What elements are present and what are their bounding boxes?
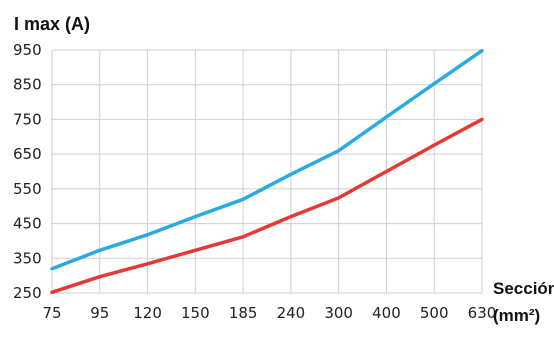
y-tick-label: 950: [13, 41, 42, 59]
y-tick-label: 250: [13, 284, 42, 302]
x-tick-label: 300: [324, 304, 353, 322]
y-tick-label: 850: [13, 76, 42, 94]
x-tick-label: 400: [372, 304, 401, 322]
x-tick-label: 630: [468, 304, 497, 322]
series-line-1: [50, 48, 484, 271]
x-tick-labels: 75 95 120 150 185 240 300 400 500 630: [42, 304, 496, 322]
y-tick-label: 650: [13, 145, 42, 163]
grid: [51, 49, 483, 294]
x-tick-label: 95: [90, 304, 109, 322]
x-tick-label: 75: [42, 304, 61, 322]
y-tick-label: 750: [13, 110, 42, 128]
x-tick-label: 185: [229, 304, 258, 322]
y-tick-label: 450: [13, 215, 42, 233]
y-tick-labels: 950 850 750 650 550 450 350 250: [13, 41, 42, 302]
x-axis-title-line2: (mm²): [493, 306, 540, 325]
x-tick-label: 120: [133, 304, 162, 322]
x-tick-label: 150: [181, 304, 210, 322]
x-tick-label: 240: [277, 304, 306, 322]
y-axis-title: I max (A): [14, 14, 90, 34]
y-tick-label: 350: [13, 249, 42, 267]
series-lines: [50, 48, 484, 295]
x-tick-label: 500: [420, 304, 449, 322]
y-tick-label: 550: [13, 180, 42, 198]
x-axis-title-line1: Sección: [493, 279, 554, 298]
series-line-2: [50, 117, 484, 295]
